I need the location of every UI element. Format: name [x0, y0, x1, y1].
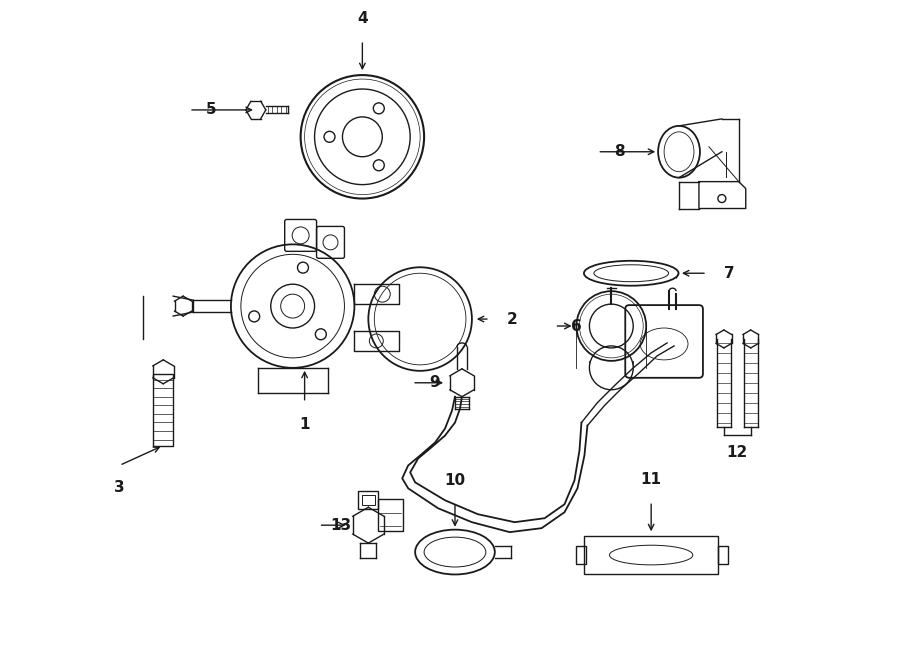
Text: 11: 11 [641, 472, 662, 487]
Text: 10: 10 [445, 473, 465, 488]
Text: 2: 2 [507, 311, 517, 327]
Text: 5: 5 [206, 102, 216, 118]
Text: 7: 7 [724, 266, 734, 281]
Text: 3: 3 [114, 480, 125, 495]
Text: 9: 9 [428, 375, 439, 390]
Text: 1: 1 [300, 417, 310, 432]
Text: 12: 12 [726, 445, 747, 460]
Text: 13: 13 [330, 518, 351, 533]
Text: 8: 8 [614, 144, 625, 159]
Text: 6: 6 [572, 319, 581, 334]
Text: 4: 4 [357, 11, 368, 26]
